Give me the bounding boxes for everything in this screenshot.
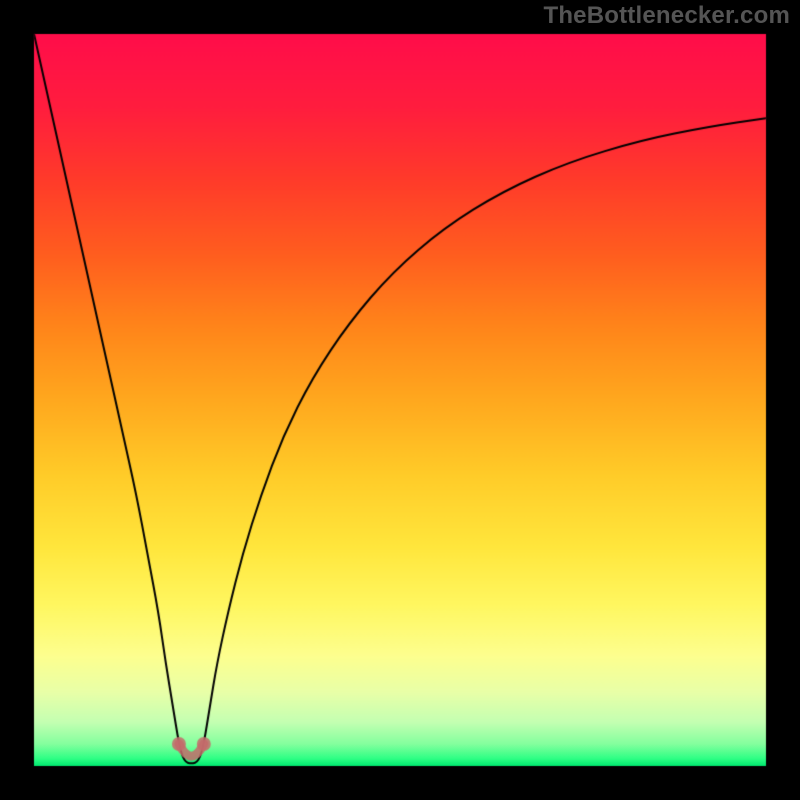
watermark-text: TheBottlenecker.com — [543, 2, 790, 30]
chart-stage: TheBottlenecker.com — [0, 0, 800, 800]
bottleneck-curve-layer — [0, 0, 800, 800]
